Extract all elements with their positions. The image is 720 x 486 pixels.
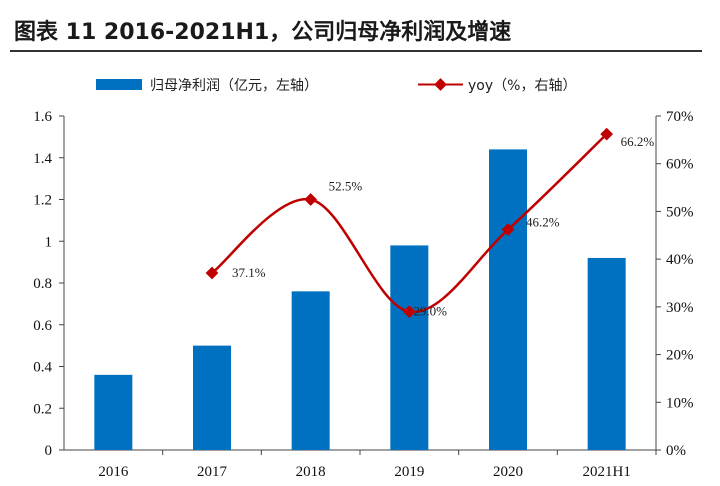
right-tick-label: 70% bbox=[666, 109, 694, 125]
left-tick-label: 1.4 bbox=[33, 151, 52, 167]
x-tick-label: 2017 bbox=[197, 464, 228, 480]
legend: 归母净利润（亿元，左轴） yoy（%，右轴） bbox=[96, 77, 576, 94]
right-tick-label: 40% bbox=[666, 252, 694, 268]
right-tick-label: 50% bbox=[666, 204, 694, 220]
bar bbox=[390, 245, 429, 450]
yoy-data-label: 52.5% bbox=[329, 179, 363, 194]
plot-area: 0 0.2 0.4 0.6 0.8 1 1.2 1.4 1.6 0% 10% 20% 30% 40% 50%… bbox=[33, 109, 693, 480]
right-tick-label: 30% bbox=[666, 300, 694, 316]
right-tick-label: 60% bbox=[666, 157, 694, 173]
yoy-data-label: 37.1% bbox=[232, 265, 266, 280]
right-tick-label: 10% bbox=[666, 395, 694, 411]
yoy-data-label: 46.2% bbox=[526, 215, 560, 230]
bar bbox=[489, 149, 527, 450]
legend-bar-label: 归母净利润（亿元，左轴） bbox=[150, 77, 318, 94]
bar bbox=[193, 345, 231, 450]
bar bbox=[587, 257, 626, 450]
yoy-marker bbox=[501, 223, 515, 236]
title-rule bbox=[10, 50, 702, 52]
left-tick-label: 1 bbox=[45, 234, 53, 250]
legend-line-label: yoy（%，右轴） bbox=[468, 78, 576, 94]
left-tick-label: 0.2 bbox=[33, 401, 52, 417]
bar bbox=[291, 291, 330, 450]
legend-bar-swatch bbox=[96, 79, 142, 90]
x-tick-label: 2020 bbox=[493, 464, 523, 480]
legend-line-marker bbox=[434, 78, 447, 91]
left-tick-label: 0.4 bbox=[33, 360, 52, 376]
x-tick-label: 2016 bbox=[98, 464, 129, 480]
x-tick-label: 2018 bbox=[296, 464, 326, 480]
left-tick-label: 1.2 bbox=[33, 193, 52, 209]
right-tick-label: 0% bbox=[666, 443, 686, 459]
left-tick-label: 0.6 bbox=[33, 318, 52, 334]
left-tick-label: 0 bbox=[45, 443, 53, 459]
bar bbox=[94, 374, 133, 450]
yoy-data-label: 66.2% bbox=[621, 134, 655, 149]
right-tick-label: 20% bbox=[666, 348, 694, 364]
yoy-data-label: 29.0% bbox=[413, 304, 447, 319]
left-tick-label: 1.6 bbox=[33, 109, 52, 125]
x-tick-label: 2021H1 bbox=[582, 464, 630, 480]
yoy-marker bbox=[205, 266, 219, 280]
yoy-marker bbox=[402, 305, 416, 318]
x-tick-label: 2019 bbox=[394, 464, 424, 480]
yoy-marker bbox=[304, 193, 318, 206]
figure-title: 图表 11 2016-2021H1，公司归母净利润及增速 bbox=[14, 20, 512, 45]
left-tick-label: 0.8 bbox=[33, 276, 52, 292]
